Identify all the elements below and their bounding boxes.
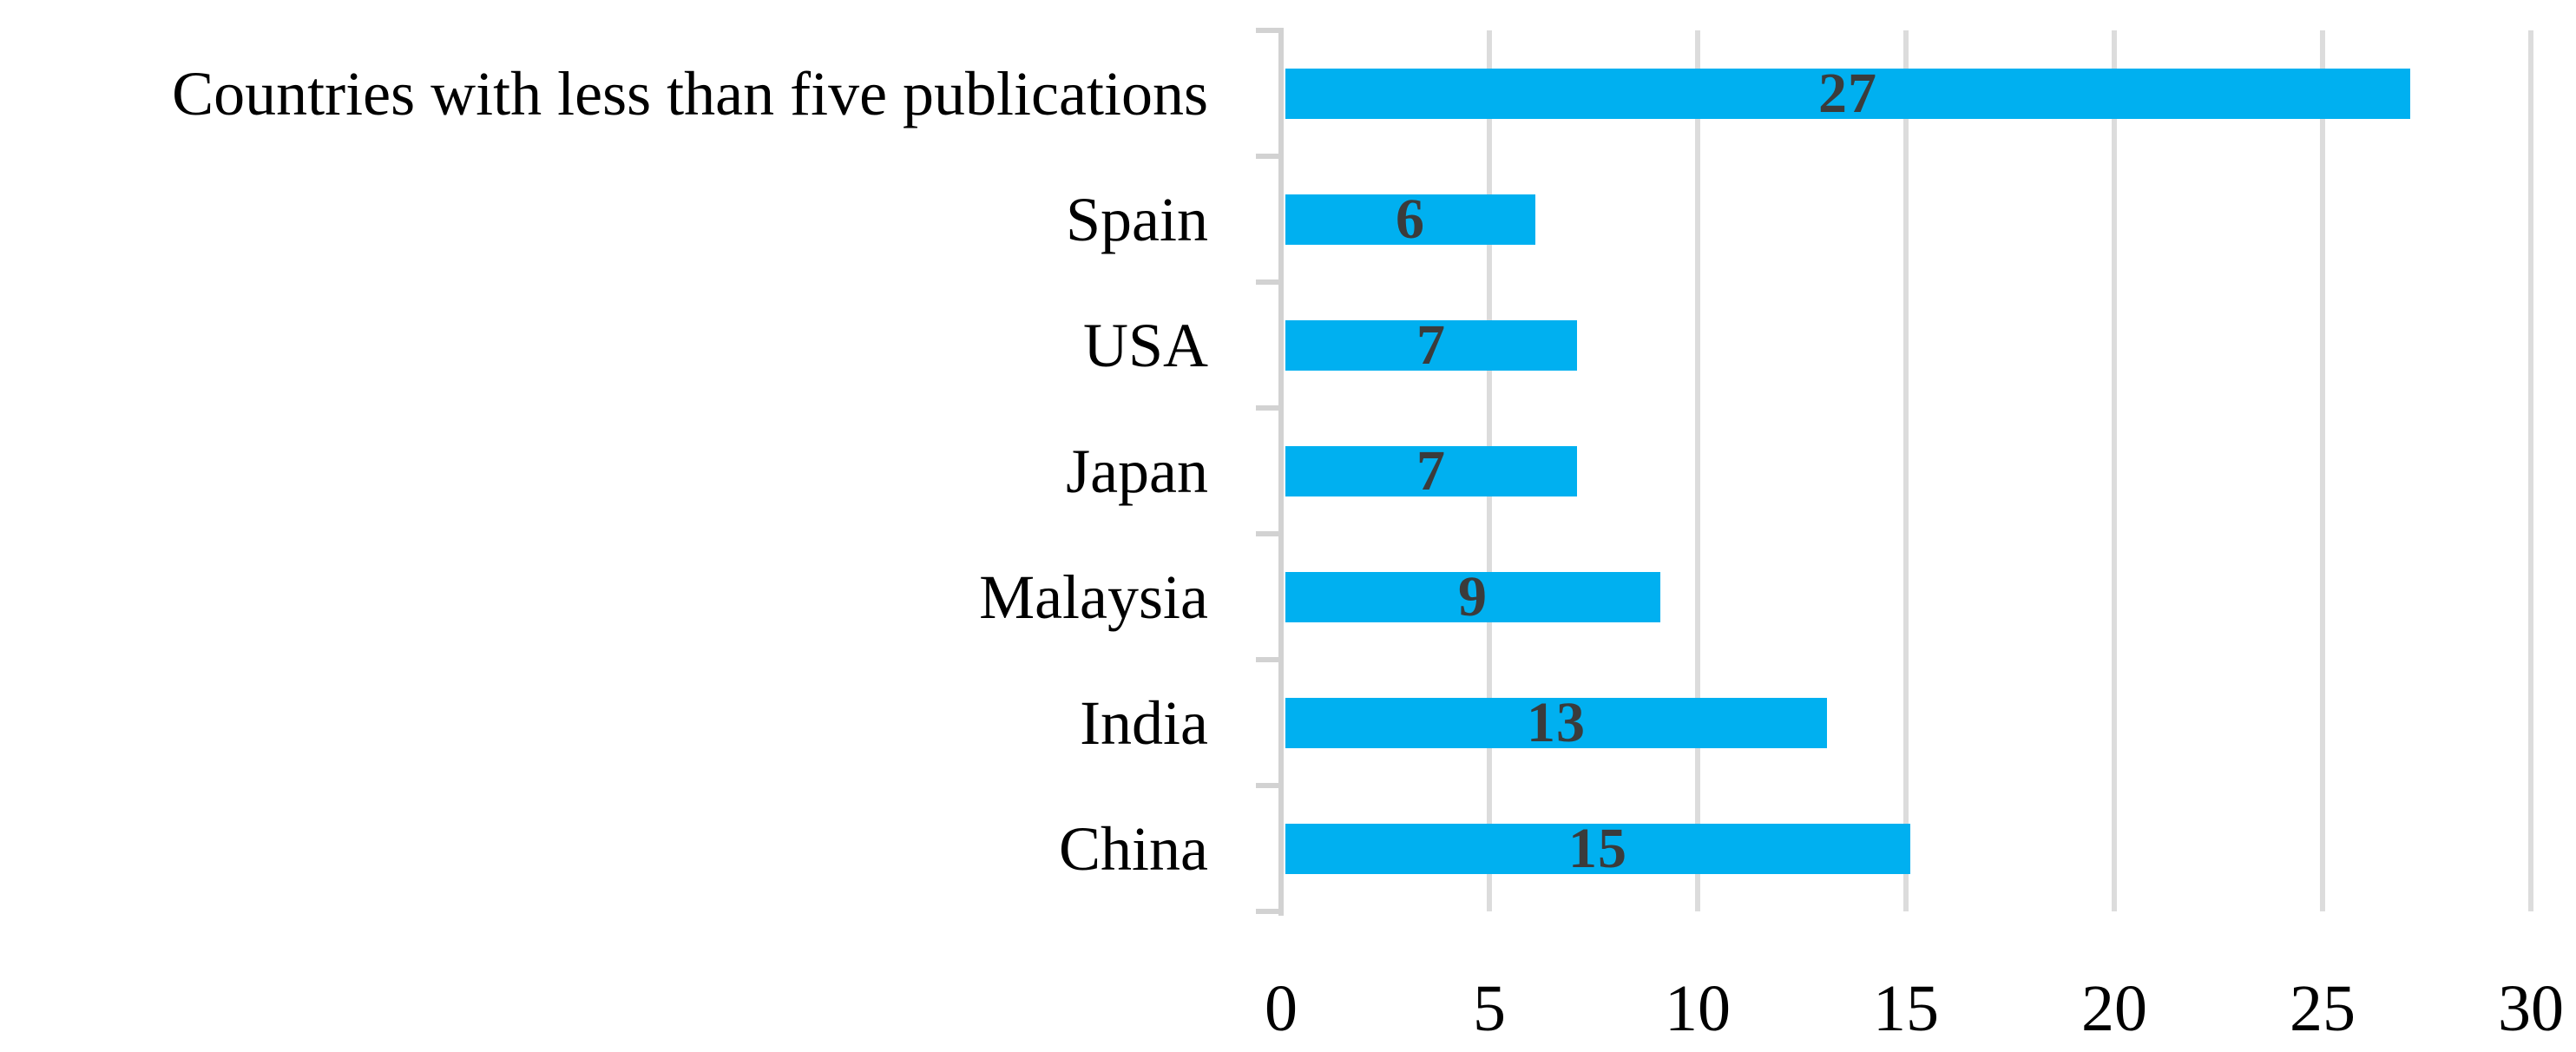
category-label: Countries with less than five publicatio…: [172, 58, 1208, 128]
category-axis-tick: [1256, 279, 1283, 285]
bar-value-label: 13: [1527, 690, 1586, 754]
bar-value-label: 6: [1396, 187, 1425, 251]
category-label: Japan: [1066, 436, 1208, 506]
bar: 13: [1285, 694, 1827, 751]
category-axis-tick: [1256, 783, 1283, 788]
x-tick-label: 0: [1265, 972, 1298, 1045]
category-axis-tick: [1256, 909, 1283, 914]
x-tick-label: 10: [1665, 972, 1731, 1045]
x-tick-label: 20: [2081, 972, 2147, 1045]
bar: 7: [1285, 442, 1577, 499]
bar-value-label: 15: [1568, 816, 1627, 880]
category-axis-tick: [1256, 405, 1283, 411]
gridline: [1695, 30, 1700, 911]
plot-area: 27 6 7 7 9 13 15: [1256, 28, 2533, 916]
bar: 15: [1285, 819, 1910, 877]
gridline: [2528, 30, 2533, 911]
category-label: India: [1080, 687, 1208, 758]
category-label: China: [1059, 813, 1208, 884]
x-tick-label: 15: [1873, 972, 1939, 1045]
bar-value-label: 7: [1416, 438, 1446, 503]
category-label: Spain: [1065, 184, 1208, 254]
bar-value-label: 7: [1416, 312, 1446, 377]
bar-value-label: 27: [1818, 61, 1877, 125]
bar-value-label: 9: [1458, 564, 1488, 628]
category-axis-tick: [1256, 154, 1283, 159]
x-tick-label: 25: [2290, 972, 2356, 1045]
category-axis-tick: [1256, 28, 1283, 33]
category-axis-tick: [1256, 657, 1283, 662]
gridline: [1903, 30, 1909, 911]
x-tick-label: 30: [2498, 972, 2564, 1045]
gridline: [2320, 30, 2325, 911]
bar: 27: [1285, 64, 2410, 122]
category-label: USA: [1082, 310, 1208, 380]
category-axis-tick: [1256, 531, 1283, 536]
category-axis-labels: Countries with less than five publicatio…: [0, 30, 1252, 911]
category-axis-line: [1278, 28, 1284, 916]
bar: 6: [1285, 187, 1535, 251]
x-tick-label: 5: [1473, 972, 1506, 1045]
bar: 9: [1285, 568, 1660, 625]
bar: 7: [1285, 312, 1577, 377]
category-label: Malaysia: [979, 562, 1208, 632]
value-axis-labels: 0 5 10 15 20 25 30: [1265, 972, 2564, 1047]
gridline: [2112, 30, 2117, 911]
